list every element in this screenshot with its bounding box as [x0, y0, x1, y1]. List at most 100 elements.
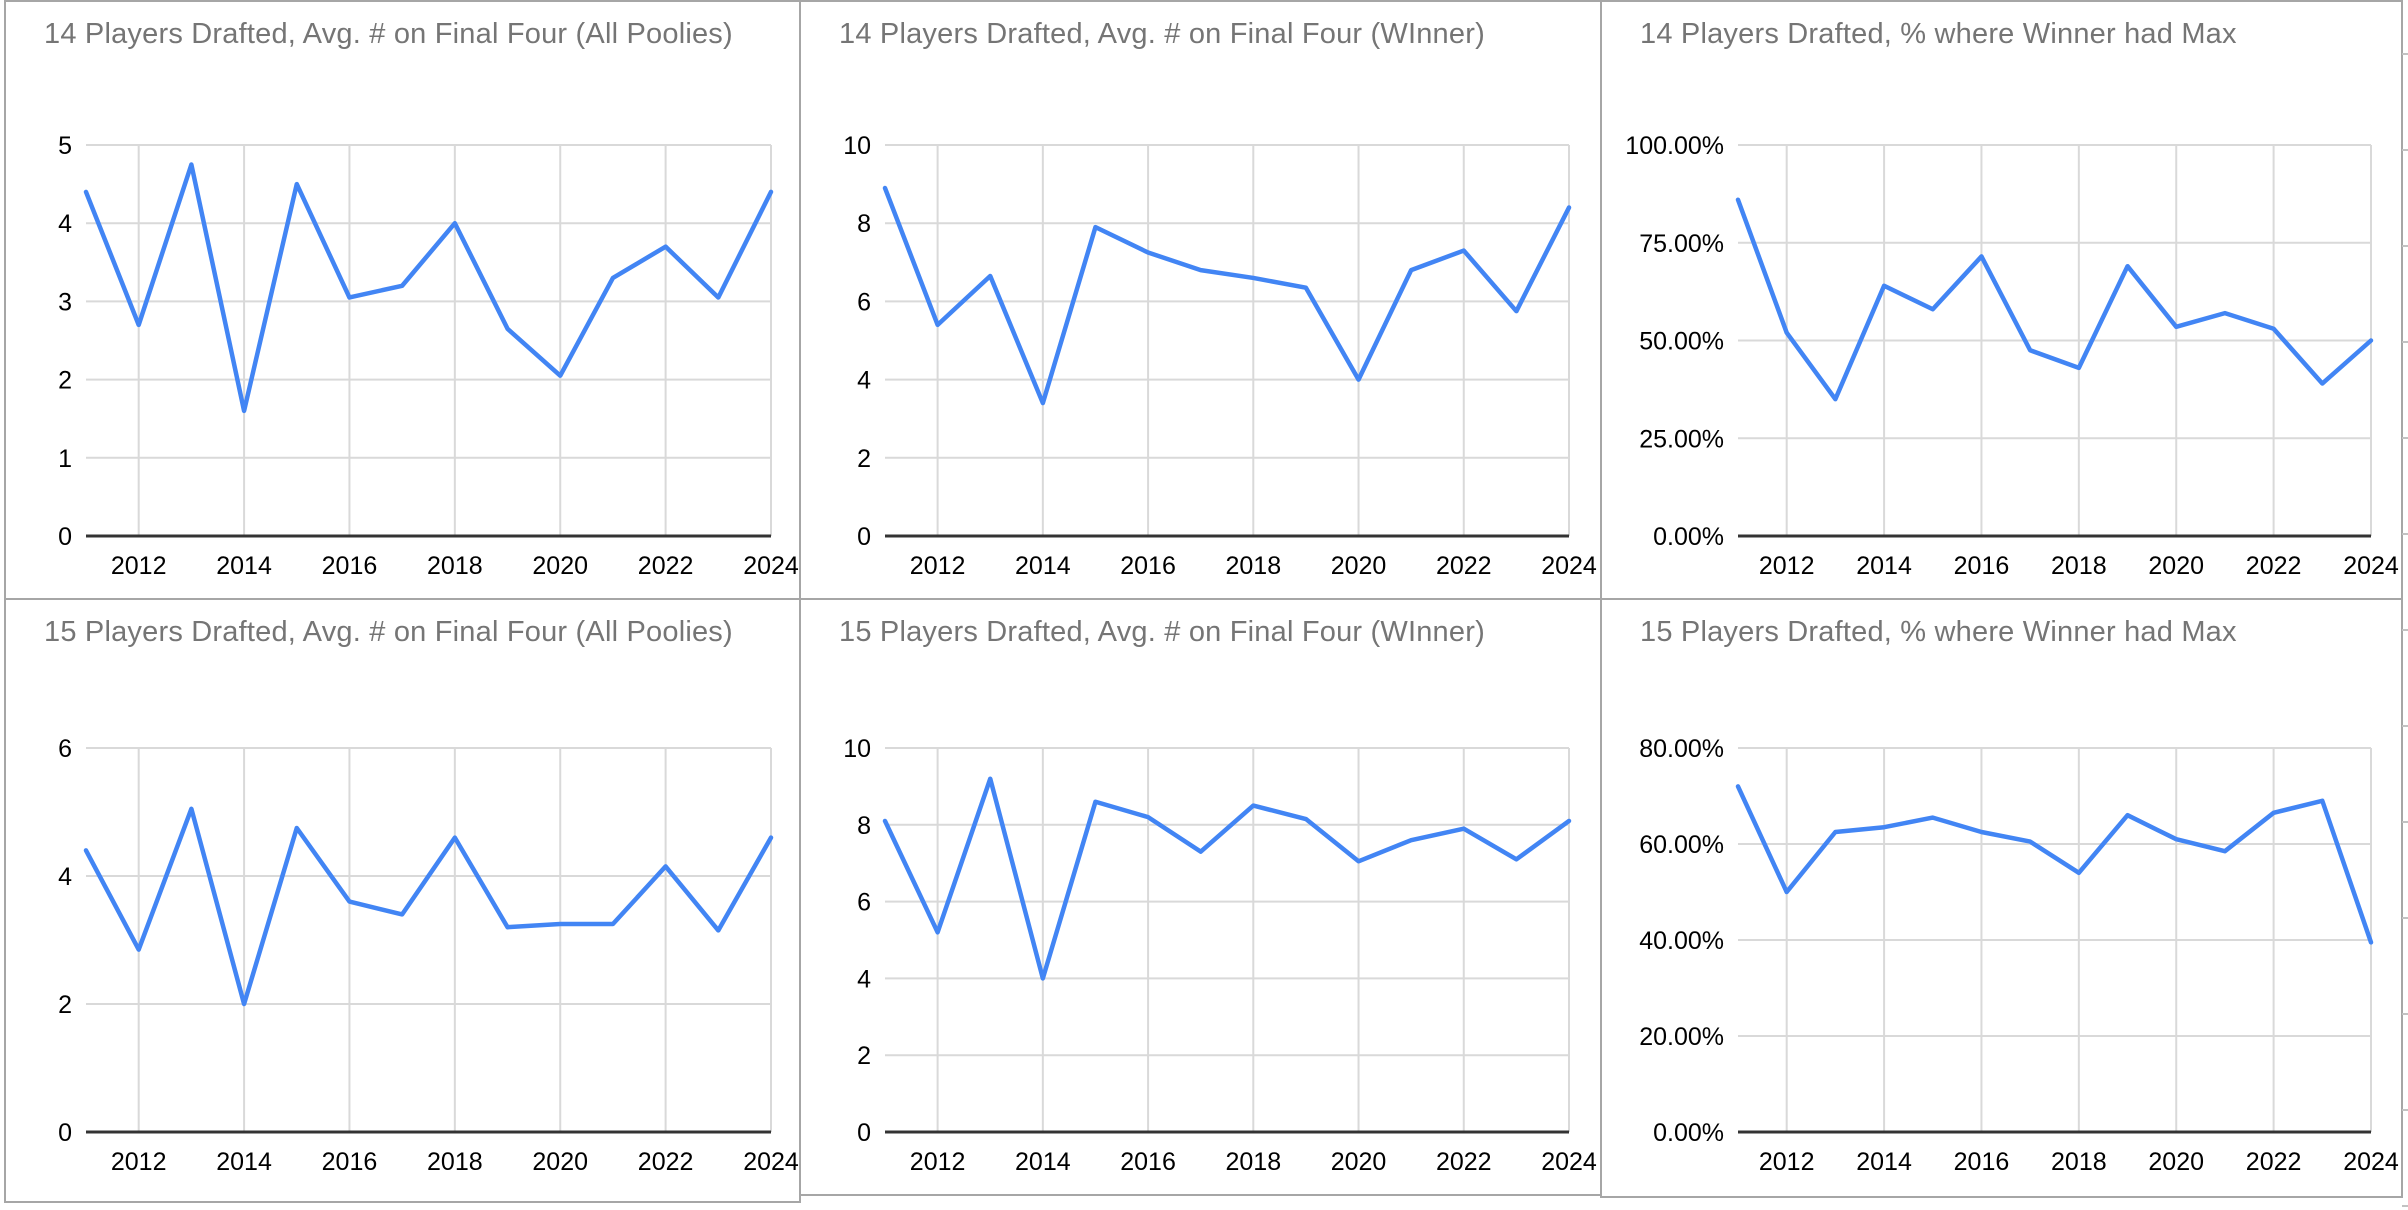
y-tick-label: 0.00%: [1653, 523, 1724, 551]
y-tick-label: 6: [58, 735, 72, 763]
sheet-row-gridline-tick: [2402, 629, 2408, 631]
x-tick-label: 2020: [2148, 1148, 2204, 1176]
y-tick-label: 2: [857, 445, 871, 473]
line-chart-plot: 2012 2014 2016 2018 2020 2022 2024 0.00% 20.00% 4…: [1639, 735, 2399, 1176]
x-tick-label: 2022: [638, 1148, 694, 1176]
chart-title: 14 Players Drafted, Avg. # on Final Four…: [44, 18, 733, 50]
y-tick-label: 2: [58, 991, 72, 1019]
x-tick-label: 2018: [1225, 1148, 1281, 1176]
x-tick-label: 2014: [1856, 552, 1912, 580]
chart-title: 14 Players Drafted, Avg. # on Final Four…: [839, 18, 1485, 50]
y-tick-label: 2: [857, 1042, 871, 1070]
y-tick-label: 100.00%: [1625, 132, 1724, 160]
y-tick-label: 1: [58, 445, 72, 473]
y-tick-label: 60.00%: [1639, 831, 1724, 859]
sheet-row-gridline-tick: [2402, 725, 2408, 727]
y-tick-label: 8: [857, 210, 871, 238]
x-tick-label: 2012: [1759, 1148, 1815, 1176]
x-tick-label: 2014: [1856, 1148, 1912, 1176]
x-tick-label: 2012: [1759, 552, 1815, 580]
data-series-line: [1735, 784, 2374, 945]
x-tick-label: 2022: [2246, 552, 2302, 580]
sheet-row-gridline-tick: [2402, 917, 2408, 919]
x-tick-label: 2020: [532, 1148, 588, 1176]
x-tick-label: 2016: [1954, 1148, 2010, 1176]
y-tick-label: 0: [58, 1119, 72, 1147]
x-tick-label: 2016: [322, 1148, 378, 1176]
x-tick-label: 2012: [910, 1148, 966, 1176]
y-tick-label: 80.00%: [1639, 735, 1724, 763]
y-tick-label: 75.00%: [1639, 230, 1724, 258]
x-tick-label: 2016: [322, 552, 378, 580]
x-tick-label: 2012: [111, 1148, 167, 1176]
x-tick-label: 2018: [2051, 552, 2107, 580]
data-series-line: [83, 806, 774, 1007]
chart-title: 15 Players Drafted, % where Winner had M…: [1640, 616, 2237, 648]
y-tick-label: 25.00%: [1639, 425, 1724, 453]
chart-cell-15p-pct-max[interactable]: 15 Players Drafted, % where Winner had M…: [1600, 598, 2403, 1198]
chart-cell-15p-all-poolies[interactable]: 15 Players Drafted, Avg. # on Final Four…: [4, 598, 801, 1203]
x-tick-label: 2022: [1436, 1148, 1492, 1176]
data-series-line: [882, 185, 1572, 406]
sheet-row-gridline-tick: [2402, 53, 2408, 55]
y-tick-label: 4: [857, 965, 871, 993]
y-tick-label: 3: [58, 288, 72, 316]
data-series-line: [83, 162, 774, 414]
y-tick-label: 4: [857, 367, 871, 395]
x-tick-label: 2014: [1015, 552, 1071, 580]
y-tick-label: 0: [58, 523, 72, 551]
chart-cell-15p-winner[interactable]: 15 Players Drafted, Avg. # on Final Four…: [799, 598, 1602, 1196]
x-tick-label: 2024: [1541, 1148, 1597, 1176]
y-tick-label: 8: [857, 812, 871, 840]
sheet-row-gridline-tick: [2402, 341, 2408, 343]
line-chart-plot: 2012 2014 2016 2018 2020 2022 2024 0 2 4 6: [58, 735, 799, 1176]
x-tick-label: 2018: [427, 1148, 483, 1176]
data-series-line: [882, 776, 1572, 981]
y-tick-label: 20.00%: [1639, 1023, 1724, 1051]
x-tick-label: 2020: [532, 552, 588, 580]
x-tick-label: 2022: [638, 552, 694, 580]
y-tick-label: 40.00%: [1639, 927, 1724, 955]
chart-title: 14 Players Drafted, % where Winner had M…: [1640, 18, 2237, 50]
sheet-row-gridline-tick: [2402, 1109, 2408, 1111]
y-tick-label: 6: [857, 288, 871, 316]
y-tick-label: 4: [58, 210, 72, 238]
x-tick-label: 2016: [1954, 552, 2010, 580]
x-tick-label: 2020: [1331, 552, 1387, 580]
x-tick-label: 2022: [1436, 552, 1492, 580]
x-tick-label: 2018: [2051, 1148, 2107, 1176]
y-tick-label: 0.00%: [1653, 1119, 1724, 1147]
x-tick-label: 2014: [1015, 1148, 1071, 1176]
sheet-row-gridline-tick: [2402, 437, 2408, 439]
x-tick-label: 2012: [910, 552, 966, 580]
y-tick-label: 2: [58, 367, 72, 395]
x-tick-label: 2020: [1331, 1148, 1387, 1176]
x-tick-label: 2020: [2148, 552, 2204, 580]
chart-cell-14p-pct-max[interactable]: 14 Players Drafted, % where Winner had M…: [1600, 0, 2403, 600]
line-chart-plot: 2012 2014 2016 2018 2020 2022 2024 0 2 4 6 8 10: [843, 735, 1597, 1176]
chart-cell-14p-winner[interactable]: 14 Players Drafted, Avg. # on Final Four…: [799, 0, 1602, 600]
chart-title: 15 Players Drafted, Avg. # on Final Four…: [44, 616, 733, 648]
x-tick-label: 2018: [1225, 552, 1281, 580]
y-tick-label: 4: [58, 863, 72, 891]
chart-title: 15 Players Drafted, Avg. # on Final Four…: [839, 616, 1485, 648]
x-tick-label: 2024: [1541, 552, 1597, 580]
x-tick-label: 2022: [2246, 1148, 2302, 1176]
y-tick-label: 5: [58, 132, 72, 160]
sheet-row-gridline-tick: [2402, 821, 2408, 823]
y-tick-label: 0: [857, 1119, 871, 1147]
chart-cell-14p-all-poolies[interactable]: 14 Players Drafted, Avg. # on Final Four…: [4, 0, 801, 600]
line-chart-plot: 2012 2014 2016 2018 2020 2022 2024 0 1 2 3 4 5: [58, 132, 799, 580]
x-tick-label: 2018: [427, 552, 483, 580]
y-tick-label: 50.00%: [1639, 328, 1724, 356]
y-tick-label: 0: [857, 523, 871, 551]
sheet-row-gridline-tick: [2402, 1205, 2408, 1207]
sheet-row-gridline-tick: [2402, 245, 2408, 247]
sheet-row-gridline-tick: [2402, 533, 2408, 535]
y-tick-label: 10: [843, 132, 871, 160]
x-tick-label: 2014: [216, 1148, 272, 1176]
y-tick-label: 6: [857, 889, 871, 917]
sheet-row-gridline-tick: [2402, 1013, 2408, 1015]
x-tick-label: 2016: [1120, 552, 1176, 580]
x-tick-label: 2024: [743, 1148, 799, 1176]
